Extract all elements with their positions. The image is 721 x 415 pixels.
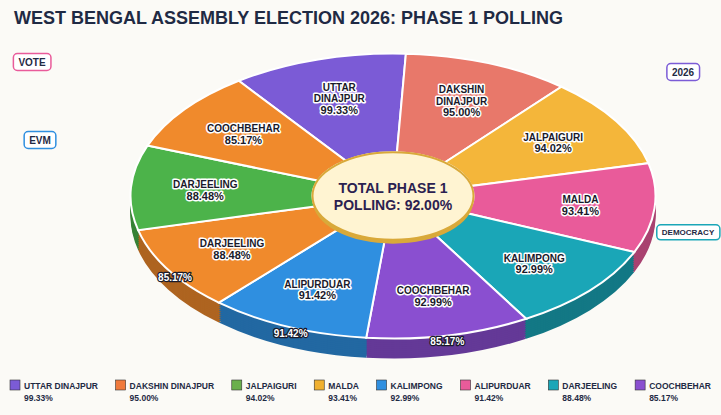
slice <box>366 234 526 339</box>
slice-value: 95.00% <box>443 106 481 118</box>
slice-value: 91.42% <box>299 289 337 301</box>
annotation: DEMOCRACY <box>662 228 715 237</box>
legend-name: DARJEELING <box>562 381 617 391</box>
annotation-tag: DEMOCRACY <box>657 225 720 240</box>
slice-label: DAKSHINDINAJPUR95.00% <box>436 84 488 118</box>
legend-swatch <box>461 380 471 390</box>
legend-name: COOCHBEHAR <box>649 381 711 391</box>
title: WEST BENGAL ASSEMBLY ELECTION 2026: PHAS… <box>14 8 563 28</box>
legend-value: 92.99% <box>391 393 420 403</box>
slice-value: 94.02% <box>534 142 572 154</box>
annotation-tag: EVM <box>24 132 56 149</box>
background <box>0 0 721 415</box>
annotation-box <box>667 64 700 81</box>
legend-name: ALIPURDUAR <box>475 381 531 391</box>
legend-name: MALDA <box>328 381 359 391</box>
legend-item: KALIMPONG 92.99% <box>377 380 443 403</box>
slice-label: COOCHBEHAR92.99% <box>397 285 471 308</box>
chart: WEST BENGAL ASSEMBLY ELECTION 2026: PHAS… <box>0 0 721 415</box>
slice-label: UTTARDINAJPUR99.33% <box>314 82 366 116</box>
slice-label: DARJEELING88.48% <box>173 179 238 202</box>
slice-value: 99.33% <box>321 104 359 116</box>
side-label: 85.17% <box>158 272 192 283</box>
slice-value: 85.17% <box>225 134 263 146</box>
side-label: 85.17% <box>430 336 464 347</box>
annotation-box <box>657 225 720 240</box>
slice-label: ALIPURDUAR91.42% <box>284 279 351 302</box>
slice-value: 92.99% <box>516 263 554 275</box>
annotation-tag: VOTE <box>13 54 51 71</box>
annotation: 2026 <box>672 67 695 78</box>
hub <box>313 152 474 239</box>
legend-swatch <box>116 380 126 390</box>
legend-swatch <box>10 380 20 390</box>
slices <box>130 54 655 339</box>
legend-item: DAKSHIN DINAJPUR 95.00% <box>116 380 215 403</box>
legend-swatch <box>314 380 324 390</box>
legend-value: 94.02% <box>246 393 275 403</box>
slice-value: 88.48% <box>213 249 251 261</box>
legend-value: 85.17% <box>649 393 678 403</box>
legend-item: UTTAR DINAJPUR 99.33% <box>10 380 98 403</box>
legend-name: UTTAR DINAJPUR <box>24 381 98 391</box>
center-label-line: TOTAL PHASE 1 <box>339 180 448 196</box>
slice-value: 92.99% <box>414 296 452 308</box>
legend-value: 93.41% <box>328 393 357 403</box>
side-label: 91.42% <box>274 328 308 339</box>
legend-swatch <box>232 380 242 390</box>
slice-label: COOCHBEHAR85.17% <box>207 123 281 146</box>
slice-name: KALIMPONG <box>504 253 565 264</box>
slice-name: JALPAIGURI <box>523 132 583 143</box>
slice-value: 93.41% <box>562 205 600 217</box>
legend-item: COOCHBEHAR 85.17% <box>635 380 711 403</box>
slice-label: KALIMPONG92.99% <box>504 253 565 276</box>
center-label: TOTAL PHASE 1POLLING: 92.00% <box>334 180 453 213</box>
slice-name: DINAJPUR <box>436 96 488 107</box>
annotation-tag: 2026 <box>667 64 700 81</box>
annotation-box <box>24 132 56 149</box>
legend-item: DARJEELING 88.48% <box>548 380 617 403</box>
center-label-line: POLLING: 92.00% <box>334 197 453 213</box>
legend-value: 91.42% <box>475 393 504 403</box>
slice-name: COOCHBEHAR <box>207 123 281 134</box>
slice-name: DINAJPUR <box>314 93 366 104</box>
legend-swatch <box>635 380 645 390</box>
legend-value: 88.48% <box>562 393 591 403</box>
slice-name: COOCHBEHAR <box>397 285 471 296</box>
legend-item: MALDA 93.41% <box>314 380 359 403</box>
legend-item: ALIPURDUAR 91.42% <box>461 380 531 403</box>
slice-label: JALPAIGURI94.02% <box>523 132 583 155</box>
labels: TOTAL PHASE 1POLLING: 92.00%UTTARDINAJPU… <box>158 82 599 347</box>
legend-name: KALIMPONG <box>391 381 443 391</box>
legend-swatch <box>548 380 558 390</box>
pie <box>130 54 655 359</box>
slice-value: 88.48% <box>187 190 225 202</box>
legend: UTTAR DINAJPUR 99.33% DAKSHIN DINAJPUR 95.0… <box>10 380 711 403</box>
legend-name: DAKSHIN DINAJPUR <box>130 381 215 391</box>
slice-name: ALIPURDUAR <box>284 279 351 290</box>
legend-swatch <box>377 380 387 390</box>
slice-name: DAKSHIN <box>439 84 485 95</box>
slice-name: DARJEELING <box>200 238 265 249</box>
slice-name: UTTAR <box>323 82 357 93</box>
annotation-box <box>13 54 51 71</box>
annotation: EVM <box>29 135 51 146</box>
slice-name: MALDA <box>562 194 598 205</box>
slice-name: DARJEELING <box>173 179 238 190</box>
slice-label: MALDA93.41% <box>562 194 600 217</box>
legend-value: 99.33% <box>24 393 53 403</box>
legend-item: JALPAIGURI 94.02% <box>232 380 297 403</box>
annotation: VOTE <box>18 57 46 68</box>
slice-label: DARJEELING88.48% <box>200 238 265 261</box>
legend-name: JALPAIGURI <box>246 381 297 391</box>
legend-value: 95.00% <box>130 393 159 403</box>
